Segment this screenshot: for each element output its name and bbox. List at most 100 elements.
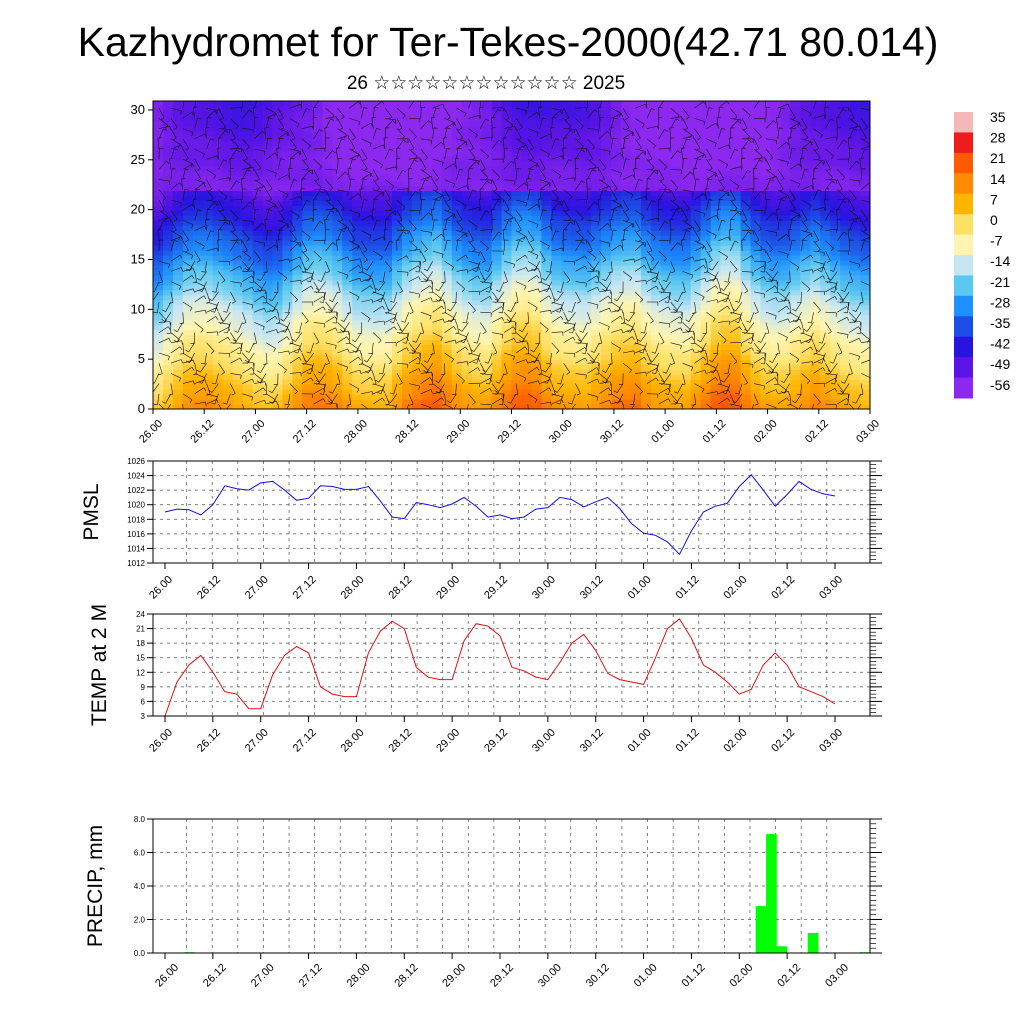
heatmap-cell [202, 165, 214, 172]
heatmap-cell [730, 175, 742, 182]
heatmap-cell [431, 324, 443, 331]
heatmap-cell [830, 125, 841, 132]
heatmap-cell [820, 334, 831, 341]
heatmap-cell [282, 190, 294, 196]
heatmap-cell [322, 299, 333, 306]
wind-barb-flag [219, 321, 224, 325]
heatmap-cell [810, 259, 821, 266]
heatmap-cell [631, 235, 642, 241]
heatmap-cell [282, 165, 294, 172]
heatmap-cell [591, 344, 602, 350]
wind-barb-flag [158, 281, 163, 284]
heatmap-cell [441, 225, 453, 231]
heatmap-cell [292, 334, 303, 341]
heatmap-cell [392, 359, 403, 365]
heatmap-cell [571, 329, 582, 336]
heatmap-cell [461, 309, 473, 316]
heatmap-cell [670, 105, 682, 112]
heatmap-cell [372, 329, 383, 336]
wind-barb [194, 101, 197, 109]
heatmap-cell [780, 235, 791, 241]
heatmap-cell [730, 145, 742, 152]
heatmap-cell [461, 259, 473, 266]
heatmap-cell [840, 210, 851, 216]
heatmap-cell [252, 354, 264, 360]
heatmap-cell [830, 389, 841, 395]
wind-barb [170, 118, 178, 128]
heatmap-cell [262, 150, 274, 157]
heatmap-cell [810, 140, 821, 147]
heatmap-cell [342, 120, 353, 127]
heatmap-cell [252, 140, 264, 147]
heatmap-cell [252, 279, 264, 286]
heatmap-cell [710, 105, 722, 112]
heatmap-cell [362, 339, 373, 346]
heatmap-cell [162, 319, 174, 326]
heatmap-cell [700, 289, 712, 296]
heatmap-cell [272, 389, 284, 395]
wind-barb-flag [197, 178, 201, 181]
heatmap-cell [541, 389, 552, 395]
heatmap-cell [501, 384, 513, 390]
heatmap-cell [153, 120, 164, 127]
heatmap-cell [531, 319, 542, 326]
heatmap-cell [790, 245, 801, 251]
wind-barb [194, 179, 206, 184]
heatmap-cell [302, 299, 313, 306]
heatmap-cell [640, 259, 652, 266]
heatmap-cell [302, 394, 313, 400]
heatmap-cell [790, 259, 801, 266]
heatmap-cell [242, 101, 254, 107]
heatmap-cell [411, 180, 423, 187]
heatmap-cell [720, 294, 732, 301]
heatmap-cell [730, 344, 742, 350]
heatmap-cell [840, 289, 851, 296]
heatmap-cell [192, 145, 204, 152]
heatmap-cell [382, 125, 393, 132]
heatmap-cell [571, 274, 582, 281]
heatmap-cell [700, 319, 712, 326]
heatmap-cell [660, 394, 672, 400]
heatmap-cell [591, 264, 602, 271]
heatmap-cell [272, 359, 284, 365]
heatmap-cell [491, 309, 503, 316]
heatmap-cell [531, 374, 542, 380]
heatmap-cell [491, 235, 503, 241]
heatmap-cell [750, 235, 762, 241]
heatmap-cell [650, 250, 662, 256]
heatmap-cell [730, 115, 742, 122]
heatmap-cell [192, 319, 204, 326]
wind-barb-flag [203, 182, 206, 187]
heatmap-cell [162, 344, 174, 350]
heatmap-cell [770, 101, 781, 107]
heatmap-cell [571, 175, 582, 182]
heatmap-cell [441, 140, 453, 147]
heatmap-cell [262, 125, 274, 132]
wind-barb [230, 241, 237, 252]
heatmap-cell [750, 230, 762, 236]
heatmap-cell [670, 230, 682, 236]
heatmap-cell [730, 369, 742, 375]
heatmap-cell [621, 160, 632, 167]
heatmap-cell [750, 101, 762, 107]
heatmap-cell [561, 255, 572, 261]
heatmap-cell [272, 150, 284, 157]
heatmap-cell [342, 369, 353, 375]
heatmap-cell [830, 245, 841, 251]
heatmap-cell [192, 175, 204, 182]
heatmap-cell [710, 259, 722, 266]
heatmap-cell [591, 125, 602, 132]
heatmap-cell [431, 120, 443, 127]
heatmap-cell [192, 130, 204, 137]
heatmap-cell [471, 389, 483, 395]
heatmap-cells [153, 101, 870, 409]
heatmap-cell [581, 394, 592, 400]
heatmap-cell [501, 130, 513, 137]
wind-barb [157, 137, 160, 150]
heatmap-cell [650, 339, 662, 346]
heatmap-cell [192, 264, 204, 271]
heatmap-cell [252, 245, 264, 251]
heatmap-cell [202, 101, 214, 107]
heatmap-cell [830, 235, 841, 241]
